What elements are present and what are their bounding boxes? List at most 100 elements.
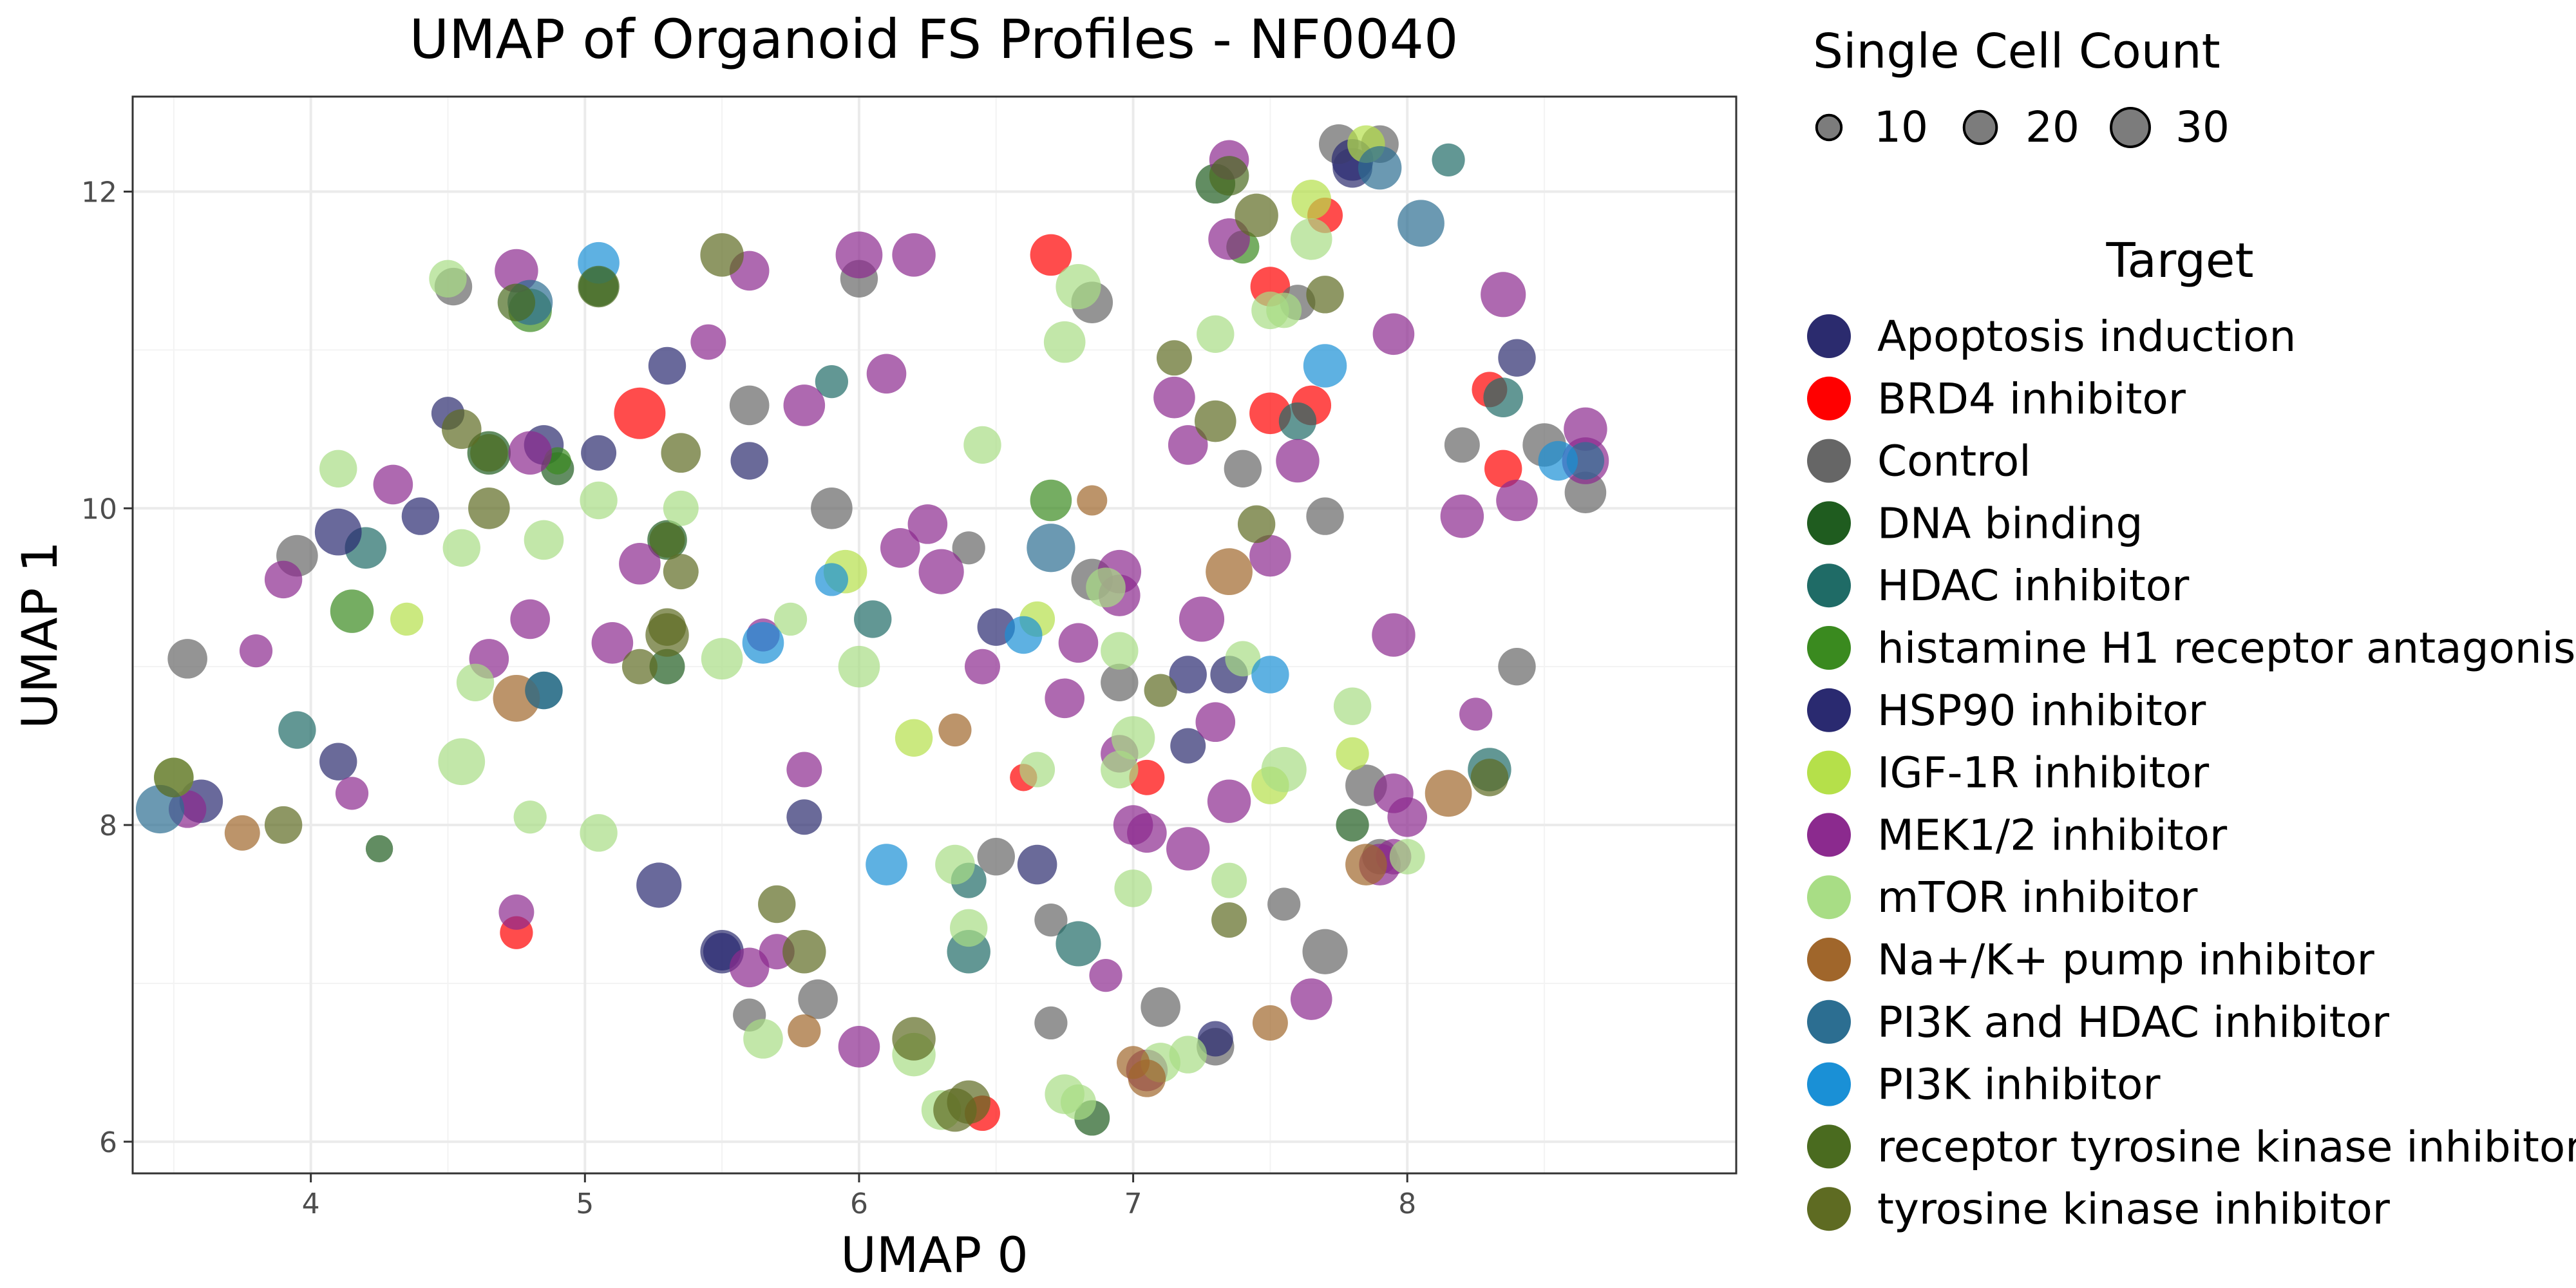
point-mek1-2-inhibitor [1496,479,1538,522]
point-mek1-2-inhibitor [1058,623,1099,663]
point-na-k-pump-inhibitor [788,1014,821,1048]
point-mtor-inhibitor [1290,218,1332,260]
point-mtor-inhibitor [1101,750,1139,789]
point-mtor-inhibitor [429,260,467,298]
point-mtor-inhibitor [1261,746,1307,793]
point-mtor-inhibitor [438,738,486,786]
x-tick-label: 4 [302,1188,320,1220]
point-mek1-2-inhibitor [786,752,822,788]
point-mtor-inhibitor [1225,641,1261,677]
point-receptor-tyrosine-kinase-inhibitor [497,283,536,321]
color-legend-key [1807,875,1851,920]
y-tick-label: 12 [81,176,117,209]
point-mek1-2-inhibitor [373,464,413,505]
point-histamine-h1-receptor-antagonist [330,589,374,633]
color-legend-label: IGF-1R inhibitor [1877,748,2210,798]
color-legend-key [1807,1062,1851,1106]
point-mtor-inhibitor [319,450,357,488]
plot-panel [131,95,1738,1175]
point-mek1-2-inhibitor [510,599,550,639]
color-legend-key [1807,376,1851,421]
point-tyrosine-kinase-inhibitor [663,554,699,590]
point-tyrosine-kinase-inhibitor [468,487,510,529]
point-control [1267,887,1301,921]
point-mtor-inhibitor [1266,292,1302,328]
point-mek1-2-inhibitor [1372,313,1415,355]
point-hdac-inhibitor [815,365,848,399]
chart-title: UMAP of Organoid FS Profiles - NF0040 [410,8,1459,71]
point-brd4-inhibitor [614,387,666,439]
x-axis-label: UMAP 0 [840,1226,1028,1283]
point-tyrosine-kinase-inhibitor [1235,193,1278,238]
color-legend-label: DNA binding [1877,498,2143,548]
point-receptor-tyrosine-kinase-inhibitor [649,522,685,558]
point-mek1-2-inhibitor [907,504,948,544]
point-mek1-2-inhibitor [1166,827,1210,871]
point-mek1-2-inhibitor [1195,702,1236,743]
color-legend-key [1807,564,1851,608]
point-mek1-2-inhibitor [1089,959,1122,992]
point-brd4-inhibitor [1030,234,1072,276]
color-legend-key [1807,626,1851,670]
point-pi3k-inhibitor [742,621,784,664]
point-dna-binding [1336,808,1369,842]
point-apoptosis-induction [319,743,357,781]
x-tick-label: 5 [576,1188,594,1220]
point-mtor-inhibitor [935,844,975,885]
point-tyrosine-kinase-inhibitor [661,433,701,473]
point-mtor-inhibitor [1111,716,1155,760]
point-igf-1r-inhibitor [895,719,933,757]
point-mek1-2-inhibitor [783,384,826,426]
point-igf-1r-inhibitor [1291,180,1332,220]
point-pi3k-and-hdac-inhibitor [1566,442,1605,480]
point-mtor-inhibitor [1060,1084,1096,1120]
point-dna-binding [365,835,393,863]
point-control [1141,987,1180,1027]
point-mek1-2-inhibitor [591,621,634,664]
color-legend-label: MEK1/2 inhibitor [1877,810,2228,860]
point-control [1034,1006,1068,1040]
point-tyrosine-kinase-inhibitor [441,409,482,450]
point-mtor-inhibitor [1389,838,1425,875]
point-mtor-inhibitor [1019,752,1056,788]
point-tyrosine-kinase-inhibitor [648,608,687,646]
point-tyrosine-kinase-inhibitor [1156,340,1192,376]
point-mtor-inhibitor [456,663,495,701]
point-mek1-2-inhibitor [498,894,535,930]
color-legend-label: BRD4 inhibitor [1877,374,2186,424]
point-control [977,838,1015,876]
point-tyrosine-kinase-inhibitor [947,1080,990,1124]
point-pi3k-inhibitor [815,563,848,596]
point-pi3k-and-hdac-inhibitor [1027,524,1075,573]
size-legend-label: 10 [1874,102,1928,152]
point-mek1-2-inhibitor [1045,678,1084,719]
point-hsp90-inhibitor [401,497,440,535]
size-legend-key [2110,107,2151,148]
point-mtor-inhibitor [950,909,988,947]
color-legend-label: PI3K inhibitor [1877,1060,2161,1110]
point-control [1034,903,1068,937]
point-igf-1r-inhibitor [390,602,424,636]
size-legend-key [1962,109,1998,146]
point-mtor-inhibitor [701,638,743,680]
point-mek1-2-inhibitor [1387,797,1428,837]
point-pi3k-inhibitor [1538,440,1578,481]
point-tyrosine-kinase-inhibitor [1194,400,1236,442]
point-mtor-inhibitor [442,529,480,567]
point-na-k-pump-inhibitor [1425,770,1472,817]
point-control [1498,647,1536,686]
point-apoptosis-induction [1017,844,1057,885]
data-points [135,124,1609,1136]
point-control [1444,427,1480,463]
point-mtor-inhibitor [1197,315,1235,354]
point-mtor-inhibitor [1101,632,1139,670]
point-mek1-2-inhibitor [239,634,273,668]
color-legend-label: mTOR inhibitor [1877,873,2198,922]
size-legend-title: Single Cell Count [1813,24,2221,79]
point-mek1-2-inhibitor [965,649,1000,685]
point-mtor-inhibitor [1211,862,1247,898]
point-mtor-inhibitor [743,1019,783,1059]
point-mtor-inhibitor [1043,321,1086,363]
color-legend-key [1807,501,1851,545]
point-pi3k-and-hdac-inhibitor [1397,200,1444,247]
